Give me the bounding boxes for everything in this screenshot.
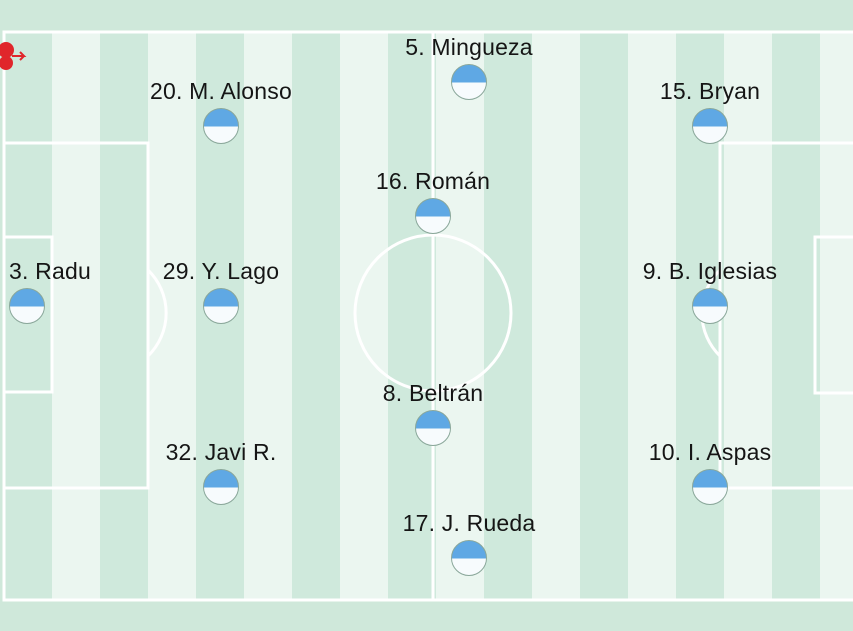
pitch-stripes [4,32,853,600]
pitch-stripe [484,32,532,600]
pitch-stripe [628,32,676,600]
pitch-stripe [724,32,772,600]
pitch-stripe [52,32,100,600]
player-shirt-icon [203,108,239,144]
player-name: 20. M. Alonso [150,78,292,104]
player-shirt-icon [9,288,45,324]
right-goal-area [813,235,853,395]
pitch-stripe [100,32,148,600]
player-name: 29. Y. Lago [162,258,280,284]
pitch-stripe [292,32,340,600]
player-name: 15. Bryan [659,78,761,104]
center-circle [353,233,513,393]
pitch-stripe [436,32,484,600]
player-shirt-icon [203,288,239,324]
player-name: 32. Javi R. [165,439,277,465]
player-shirt-icon [451,540,487,576]
player-name: 10. I. Aspas [648,439,772,465]
pitch-stripe [388,32,436,600]
player-name: 8. Beltrán [382,380,484,406]
pitch-stripe [148,32,196,600]
left-goal-area [2,235,54,394]
player-name: 3. Radu [9,258,91,284]
player-shirt-icon [692,469,728,505]
pitch-stripe [772,32,820,600]
left-penalty-arc [146,268,168,358]
player-name: 17. J. Rueda [402,510,536,536]
pitch-stripe [580,32,628,600]
player-shirt-icon [692,108,728,144]
player-shirt-icon [203,469,239,505]
pitch-stripe [532,32,580,600]
player-name: 5. Mingueza [405,34,533,60]
player-name: 9. B. Iglesias [642,258,778,284]
player-name: 16. Román [375,168,491,194]
pitch-stripe [244,32,292,600]
player-shirt-icon [415,198,451,234]
player-shirt-icon [692,288,728,324]
pitch-stripe [340,32,388,600]
player-shirt-icon [415,410,451,446]
player-shirt-icon [451,64,487,100]
pitch-stripe [820,32,853,600]
club-crest-icon [0,42,27,70]
